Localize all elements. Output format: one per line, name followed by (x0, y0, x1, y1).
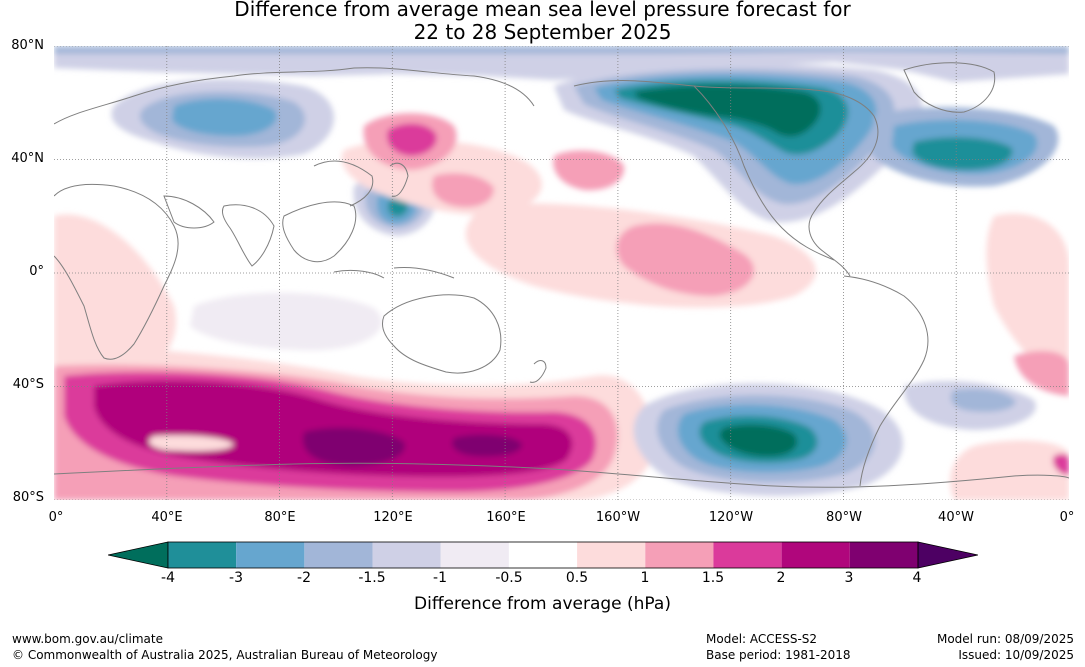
lon-label-80e: 80°E (264, 510, 296, 525)
colorbar-tick: -3 (229, 570, 243, 586)
colorbar-tick: 0.5 (565, 570, 589, 586)
graticule (54, 46, 1069, 500)
anomaly-shading (54, 46, 1069, 500)
footer-base-period: Base period: 1981-2018 (706, 648, 851, 662)
pressure-anomaly-map (54, 46, 1069, 500)
colorbar-bin (645, 542, 714, 568)
footer-url: www.bom.gov.au/climate (12, 632, 163, 646)
map-title-line1: Difference from average mean sea level p… (234, 0, 851, 21)
colorbar-bin (372, 542, 441, 568)
colorbar-tick: 1.5 (701, 570, 725, 586)
lon-label-80w: 80°W (826, 510, 862, 525)
colorbar-tick: -1 (433, 570, 447, 586)
lat-label-80n: 80°N (11, 38, 44, 53)
lat-label-40s: 40°S (12, 377, 44, 392)
colorbar-bin (304, 542, 373, 568)
colorbar-extend-max (917, 541, 978, 569)
lon-label-0: 0° (48, 510, 64, 525)
colorbar-tick: -4 (161, 570, 175, 586)
map-title-line2: 22 to 28 September 2025 (413, 20, 672, 44)
lon-label-40e: 40°E (151, 510, 183, 525)
lon-label-160w: 160°W (595, 510, 641, 525)
colorbar-bin (849, 542, 918, 568)
lat-label-80s: 80°S (12, 490, 44, 505)
colorbar-tick: 3 (844, 570, 854, 586)
colorbar-tick: -2 (297, 570, 311, 586)
footer-copyright: © Commonwealth of Australia 2025, Austra… (12, 648, 438, 662)
colorbar-extend-min (108, 541, 169, 569)
colorbar-bin (236, 542, 305, 568)
colorbar-bin (440, 542, 509, 568)
colorbar-tick: -1.5 (358, 570, 386, 586)
colorbar-bin (508, 542, 578, 568)
colorbar-tick: 2 (776, 570, 786, 586)
colorbar-bin (168, 542, 237, 568)
colorbar-tick: 1 (640, 570, 650, 586)
colorbar-bin (781, 542, 850, 568)
lon-label-160e: 160°E (486, 510, 526, 525)
lon-label-0-east: 0° (1059, 510, 1075, 525)
lon-label-120e: 120°E (373, 510, 413, 525)
colorbar-bin (577, 542, 646, 568)
colorbar (108, 541, 978, 569)
colorbar-frame (167, 541, 919, 569)
colorbar-tick: -0.5 (495, 570, 523, 586)
lon-label-120w: 120°W (708, 510, 754, 525)
lat-label-40n: 40°N (11, 151, 44, 166)
colorbar-tick: 4 (912, 570, 922, 586)
footer-issued: Issued: 10/09/2025 (958, 648, 1074, 662)
coastlines (54, 62, 1069, 488)
colorbar-bin (713, 542, 782, 568)
lat-label-equator: 0° (29, 264, 44, 279)
lon-label-40w: 40°W (938, 510, 974, 525)
colorbar-label: Difference from average (hPa) (414, 594, 671, 614)
footer-model: Model: ACCESS-S2 (706, 632, 818, 646)
footer-model-run: Model run: 08/09/2025 (936, 632, 1074, 646)
